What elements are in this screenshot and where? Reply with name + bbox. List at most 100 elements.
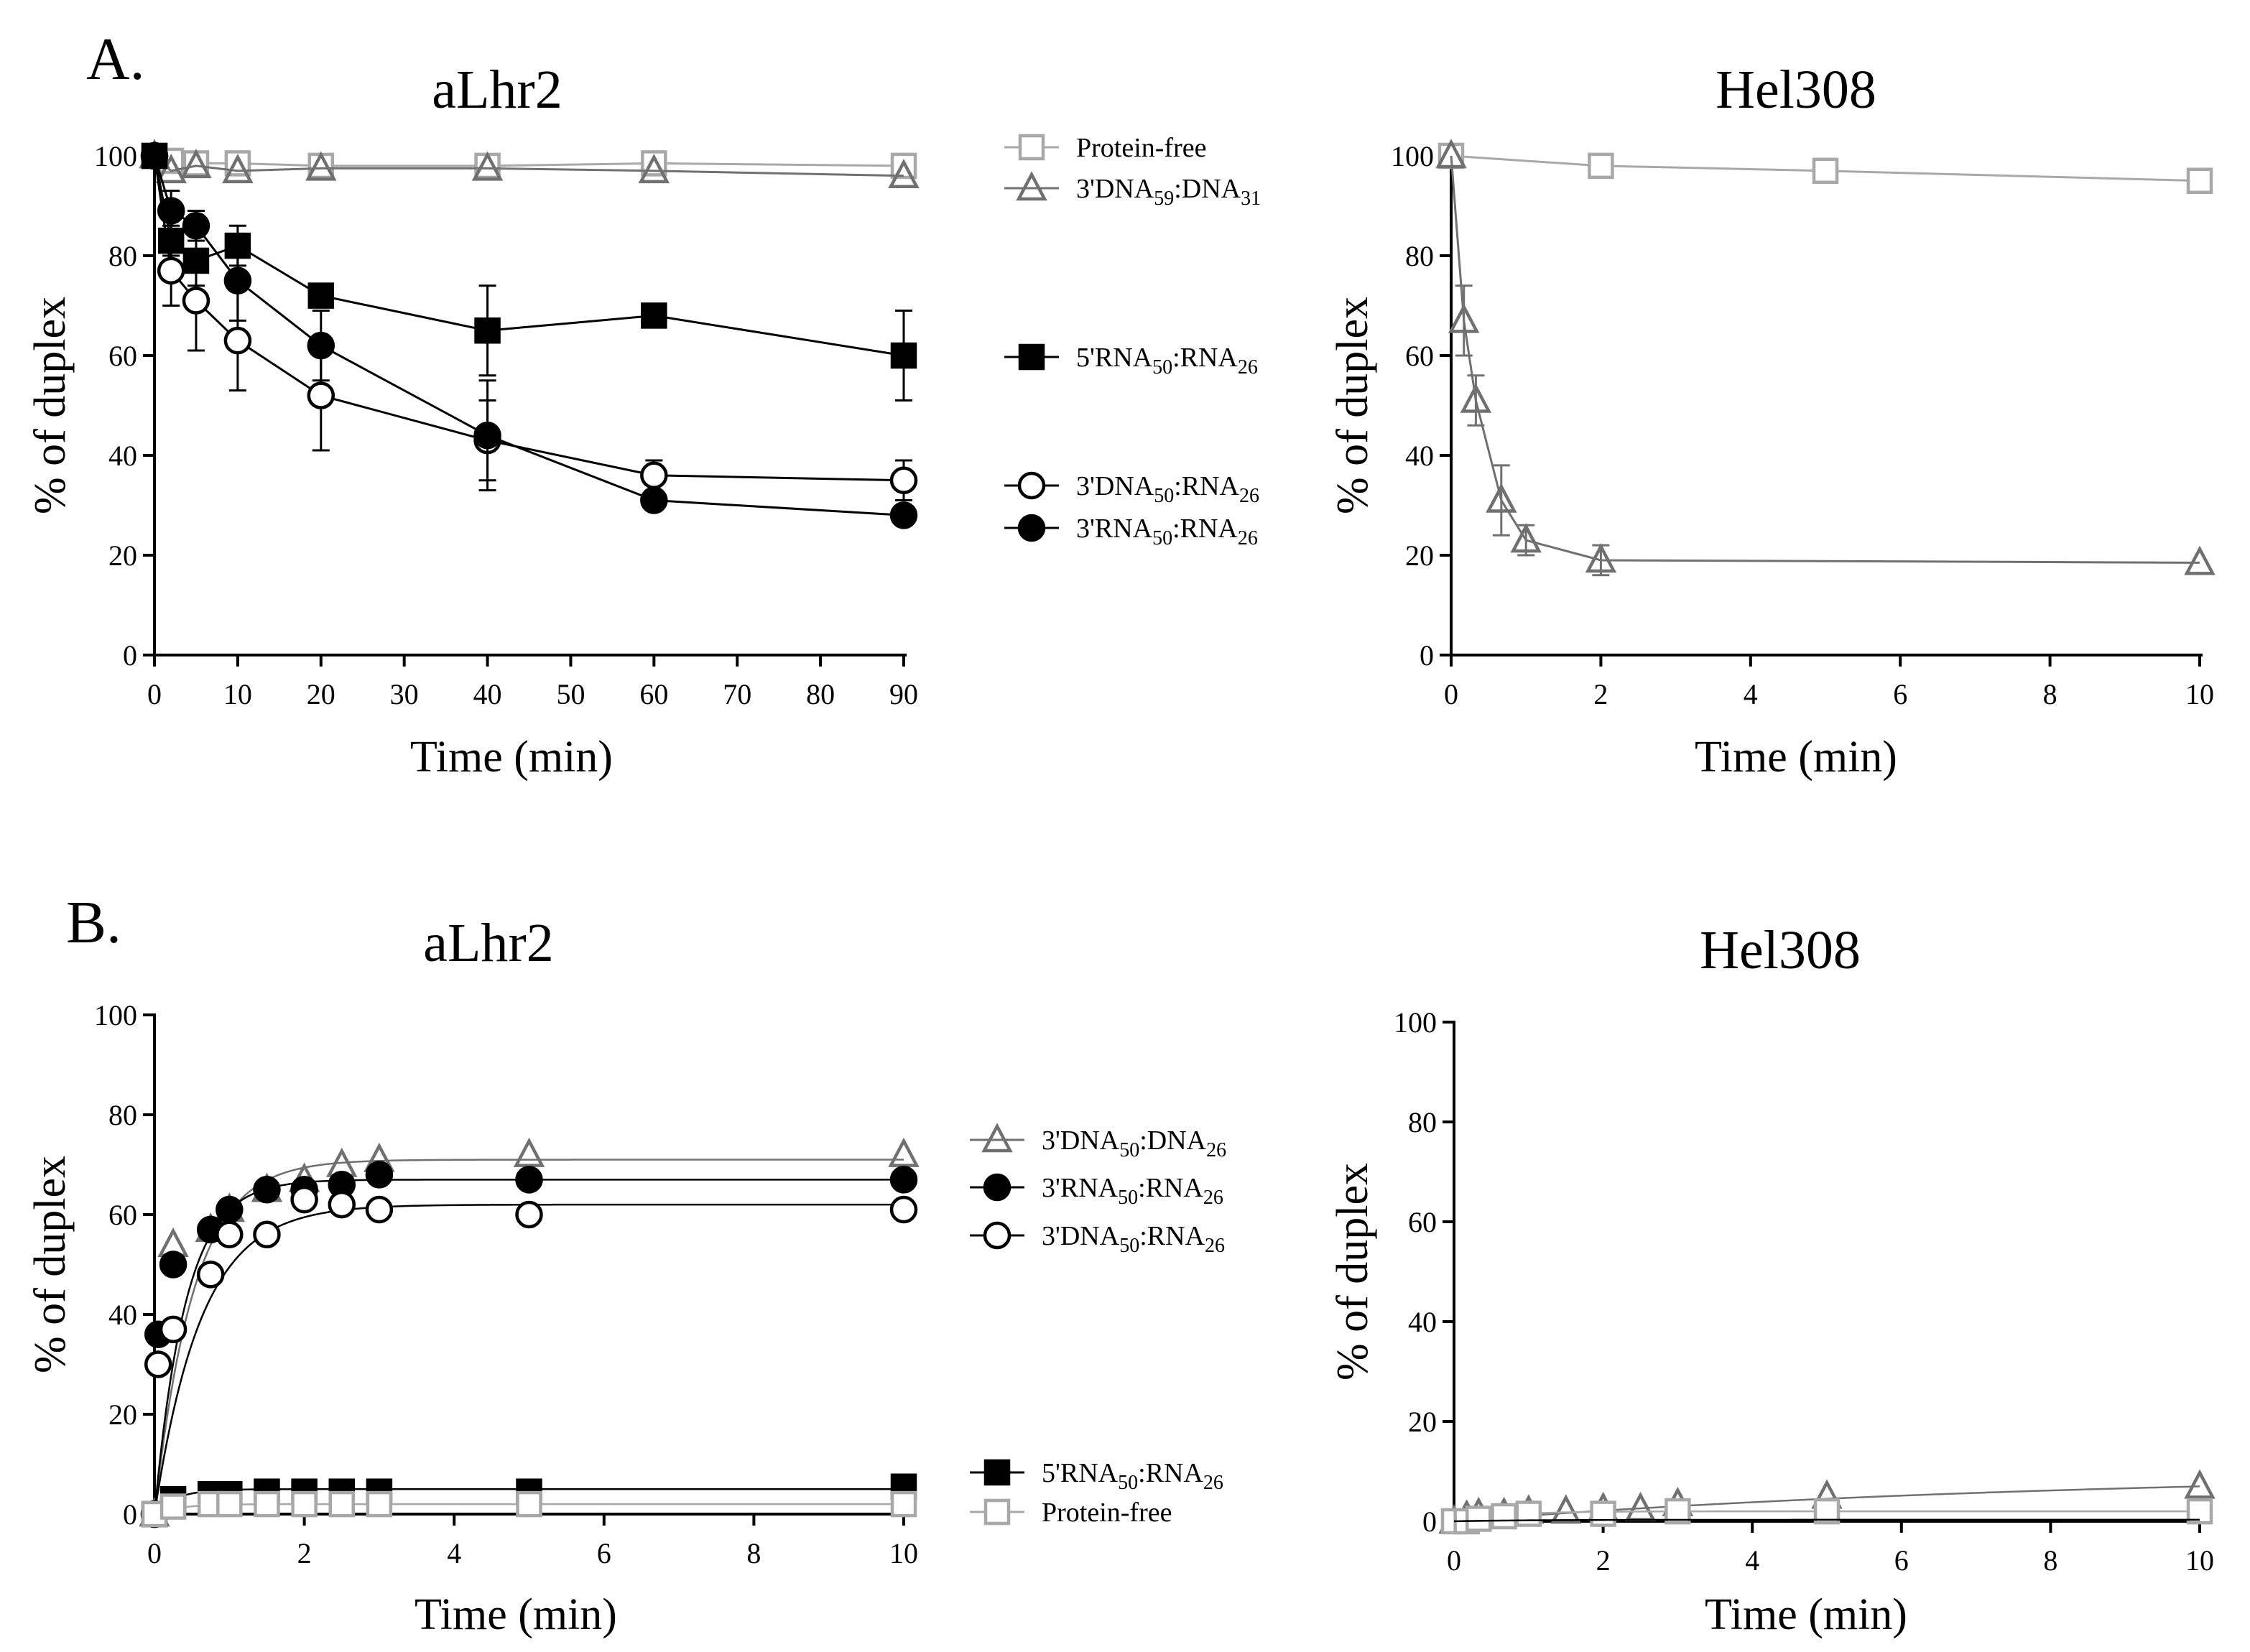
data-point xyxy=(157,197,185,225)
data-point xyxy=(1812,157,1839,185)
y-tick-label: 100 xyxy=(1391,140,1434,172)
x-tick-label: 10 xyxy=(2185,1544,2214,1577)
legend-marker xyxy=(1017,471,1046,500)
series-3-dna50-rna26 xyxy=(140,141,918,502)
x-tick-label: 6 xyxy=(597,1537,611,1569)
x-tick-label: 4 xyxy=(1744,678,1758,710)
data-point xyxy=(216,1220,244,1249)
data-point xyxy=(1590,1500,1616,1527)
x-tick-label: 4 xyxy=(1745,1544,1759,1577)
chart-title: Hel308 xyxy=(1700,920,1861,980)
x-tick-label: 50 xyxy=(556,678,585,710)
legend-label: Protein-free xyxy=(1076,133,1206,163)
x-tick-label: 0 xyxy=(1444,678,1458,710)
data-point xyxy=(1466,1505,1492,1532)
x-tick-label: 10 xyxy=(2185,678,2214,710)
data-point xyxy=(888,1137,920,1167)
data-point xyxy=(473,421,501,450)
data-point xyxy=(254,1490,280,1518)
y-tick-label: 20 xyxy=(1405,539,1434,572)
data-point xyxy=(2184,1469,2216,1499)
chart-title: aLhr2 xyxy=(432,60,562,120)
fit-curve xyxy=(1453,1518,2200,1523)
legend-marker xyxy=(983,1498,1011,1526)
y-axis-label: % of duplex xyxy=(1328,297,1377,514)
y-tick-label: 40 xyxy=(1405,440,1434,472)
y-tick-label: 20 xyxy=(108,1398,137,1431)
data-point xyxy=(1585,543,1617,573)
y-tick-label: 20 xyxy=(108,539,137,572)
x-tick-label: 20 xyxy=(307,678,335,710)
y-tick-label: 100 xyxy=(1394,1006,1437,1039)
x-tick-label: 6 xyxy=(1893,678,1907,710)
data-point xyxy=(307,282,335,309)
data-point xyxy=(216,1490,243,1518)
data-point xyxy=(159,1315,188,1344)
x-tick-label: 2 xyxy=(1593,678,1608,710)
data-point xyxy=(888,158,920,189)
data-point xyxy=(889,1195,918,1224)
data-point xyxy=(366,1490,393,1518)
x-tick-label: 6 xyxy=(1894,1544,1909,1577)
legend-label: 3'RNA50:RNA26 xyxy=(1042,1173,1223,1209)
x-tick-label: 80 xyxy=(806,678,835,710)
data-point xyxy=(641,302,667,329)
chart-title: aLhr2 xyxy=(423,913,553,973)
data-point xyxy=(1435,139,1467,169)
legend-label: 3'DNA59:DNA31 xyxy=(1076,174,1261,210)
data-point xyxy=(155,154,187,184)
data-point xyxy=(1448,303,1480,333)
legend-marker xyxy=(983,1221,1011,1250)
legend-label: 3'DNA50:RNA26 xyxy=(1042,1221,1225,1257)
x-tick-label: 40 xyxy=(473,678,502,710)
data-point xyxy=(471,151,504,181)
y-tick-label: 80 xyxy=(1408,1106,1437,1138)
data-point xyxy=(328,1190,356,1219)
y-tick-label: 0 xyxy=(123,1498,137,1531)
data-point xyxy=(1515,1500,1542,1527)
series-protein-free xyxy=(1438,142,2213,194)
legend-marker xyxy=(1018,343,1045,371)
y-tick-label: 60 xyxy=(108,340,137,372)
x-tick-label: 90 xyxy=(889,678,918,710)
y-tick-label: 100 xyxy=(94,140,137,172)
data-point xyxy=(889,501,918,529)
data-point xyxy=(365,1161,394,1189)
data-point xyxy=(222,154,254,184)
series-line xyxy=(153,154,904,177)
y-tick-label: 60 xyxy=(1405,340,1434,372)
data-point xyxy=(307,331,335,360)
x-axis-label: Time (min) xyxy=(410,733,613,781)
data-point xyxy=(223,266,252,294)
data-point xyxy=(182,287,210,315)
data-point xyxy=(2186,167,2213,194)
y-tick-label: 80 xyxy=(1405,240,1434,272)
data-point xyxy=(159,1250,188,1279)
y-tick-label: 20 xyxy=(1408,1406,1437,1438)
data-point xyxy=(638,154,670,184)
x-tick-label: 0 xyxy=(1447,1544,1461,1577)
y-tick-label: 0 xyxy=(123,639,137,672)
data-point xyxy=(1460,383,1492,413)
x-tick-label: 0 xyxy=(147,678,162,710)
data-point xyxy=(159,1493,187,1520)
data-point xyxy=(223,326,252,355)
data-point xyxy=(291,1490,318,1518)
x-axis-label: Time (min) xyxy=(1695,733,1897,781)
panel-label-b: B. xyxy=(66,889,121,956)
legend-label: 3'DNA50:DNA26 xyxy=(1042,1126,1226,1161)
x-tick-label: 10 xyxy=(889,1537,918,1569)
x-tick-label: 0 xyxy=(147,1537,162,1569)
data-point xyxy=(182,212,210,240)
data-point xyxy=(890,1490,917,1518)
series-3-dna50-rna26 xyxy=(140,1185,918,1528)
data-point xyxy=(640,461,668,490)
data-point xyxy=(516,1490,542,1518)
data-point xyxy=(515,1200,543,1229)
data-point xyxy=(216,1195,244,1224)
data-point xyxy=(144,1350,172,1378)
x-tick-label: 10 xyxy=(223,678,252,710)
